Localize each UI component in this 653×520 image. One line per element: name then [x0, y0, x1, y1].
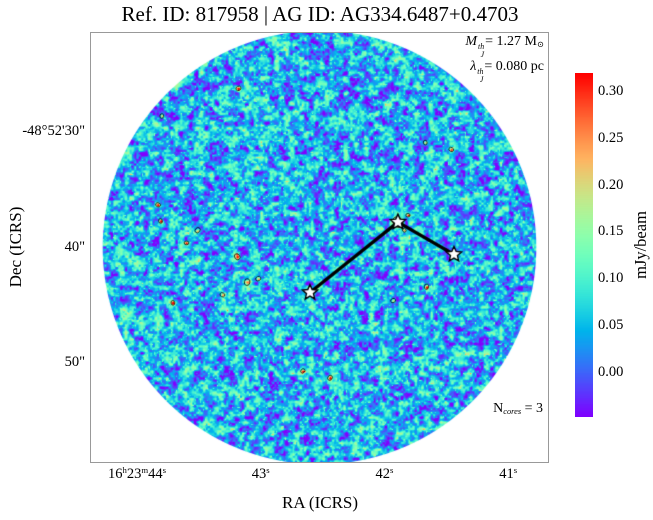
- x-tick-labels: 16h23m44s 43s 42s 41s: [91, 465, 548, 488]
- plot-title: Ref. ID: 817958 | AG ID: AG334.6487+0.47…: [121, 2, 519, 26]
- colorbar-tick-label: 0.25: [598, 129, 624, 146]
- x-axis-label: RA (ICRS): [281, 493, 359, 512]
- colorbar-tick-labels: 0.30 0.25 0.20 0.15 0.10 0.05 0.00: [598, 73, 640, 417]
- colorbar-label: mJy/beam: [631, 211, 650, 279]
- x-tick-label: 16h23m44s: [108, 465, 166, 482]
- y-tick-labels: -48°52'30" 40" 50": [0, 33, 85, 462]
- sky-map-canvas: [91, 33, 548, 462]
- colorbar: [575, 73, 593, 417]
- x-tick-label: 42s: [375, 465, 394, 482]
- colorbar-tick-label: 0.10: [598, 270, 624, 287]
- colorbar-tick-label: 0.15: [598, 223, 624, 240]
- x-tick-label: 41s: [499, 465, 518, 482]
- colorbar-tick-label: 0.20: [598, 176, 624, 193]
- colorbar-tick-label: 0.00: [598, 363, 624, 380]
- jeans-length-text: λ th J = 0.080 pc: [470, 58, 544, 84]
- colorbar-tick-label: 0.30: [598, 82, 624, 99]
- colorbar-tick-label: 0.05: [598, 317, 624, 334]
- n-cores-label: Ncores = 3: [493, 401, 543, 417]
- y-tick-label: -48°52'30": [22, 123, 85, 140]
- y-tick-label: 40": [64, 238, 85, 255]
- y-tick-label: 50": [64, 353, 85, 370]
- x-tick-label: 43s: [251, 465, 270, 482]
